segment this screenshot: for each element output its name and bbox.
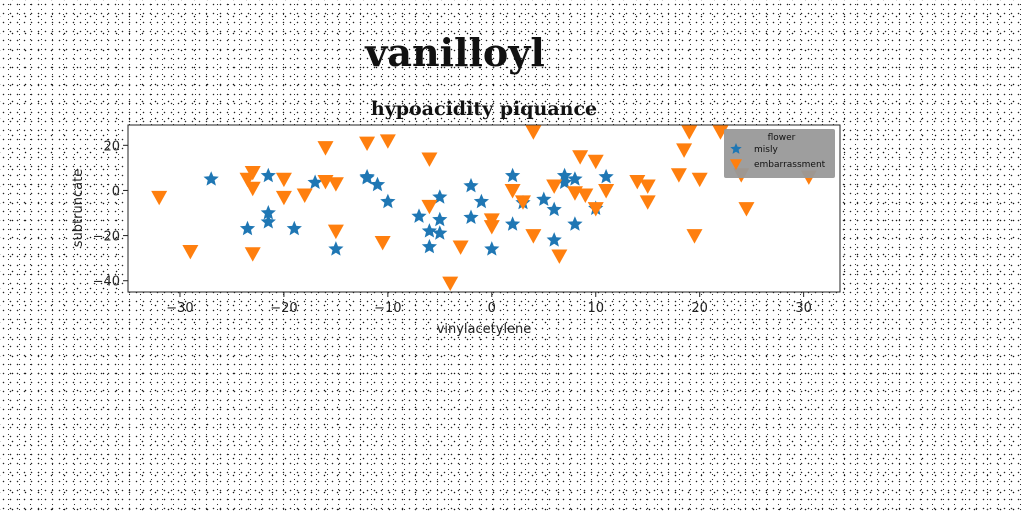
y-axis-label: subtruncate: [71, 169, 86, 247]
legend-label-misly: misly: [754, 145, 778, 155]
x-axis: −30 −20 −10 0 10 20 30: [166, 292, 812, 316]
legend-title: flower: [768, 133, 796, 143]
x-tick-label: −10: [374, 301, 401, 316]
y-tick-label: 0: [112, 184, 120, 199]
x-tick-label: 20: [691, 301, 708, 316]
x-tick-label: −30: [166, 301, 193, 316]
y-tick-label: −40: [93, 275, 120, 290]
x-tick-label: −20: [270, 301, 297, 316]
x-tick-label: 0: [488, 301, 496, 316]
legend-label-embarrassment: embarrassment: [754, 160, 826, 170]
y-tick-label: −20: [93, 230, 120, 245]
x-tick-label: 10: [587, 301, 604, 316]
y-tick-label: 20: [103, 139, 120, 154]
x-tick-label: 30: [795, 301, 812, 316]
legend[interactable]: flower misly embarrassment: [724, 129, 835, 178]
chart-title: hypoacidity piquance: [371, 98, 597, 120]
x-axis-label: vinylacetylene: [437, 322, 532, 337]
y-axis: −40 −20 0 20: [93, 139, 128, 289]
